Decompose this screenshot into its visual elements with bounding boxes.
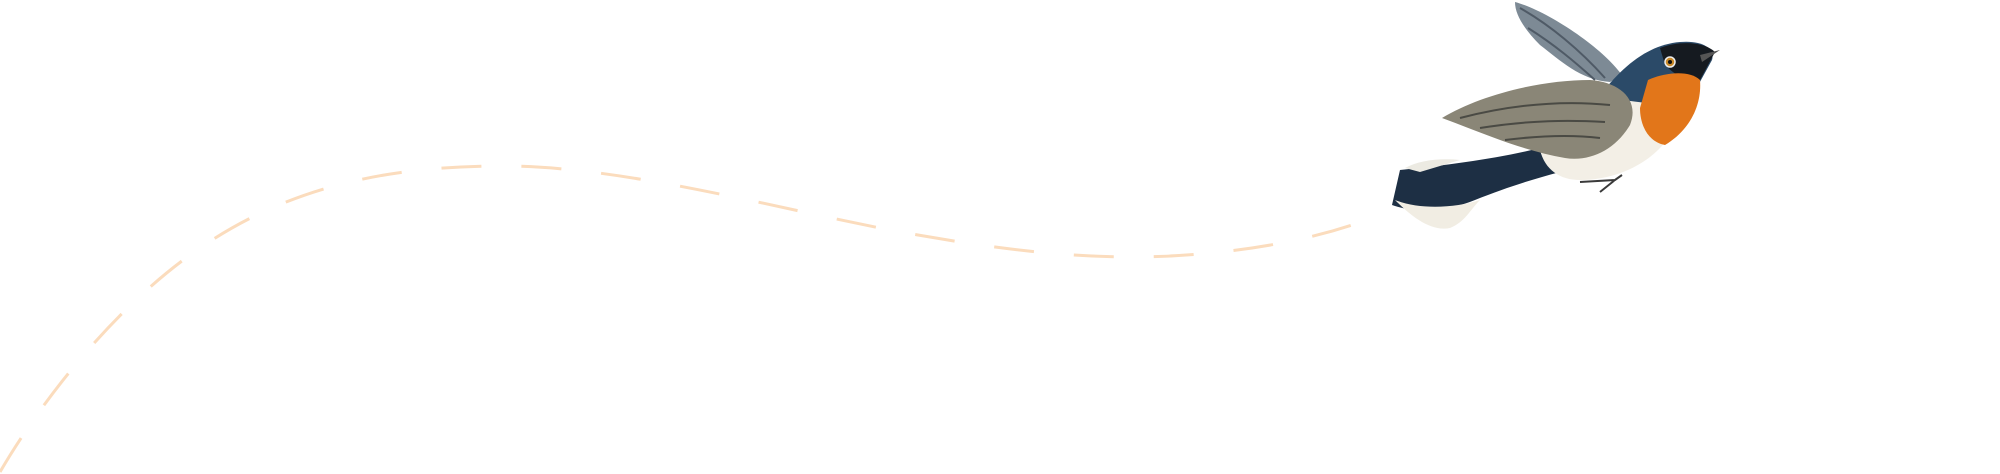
bird-tail <box>1392 148 1560 211</box>
bird-icon <box>1392 2 1720 229</box>
bird-legs <box>1579 174 1623 193</box>
bird-front-wing <box>1442 80 1633 159</box>
bird-throat <box>1640 73 1701 145</box>
bird-beak <box>1700 50 1720 62</box>
dashed-flight-path <box>0 164 1359 473</box>
